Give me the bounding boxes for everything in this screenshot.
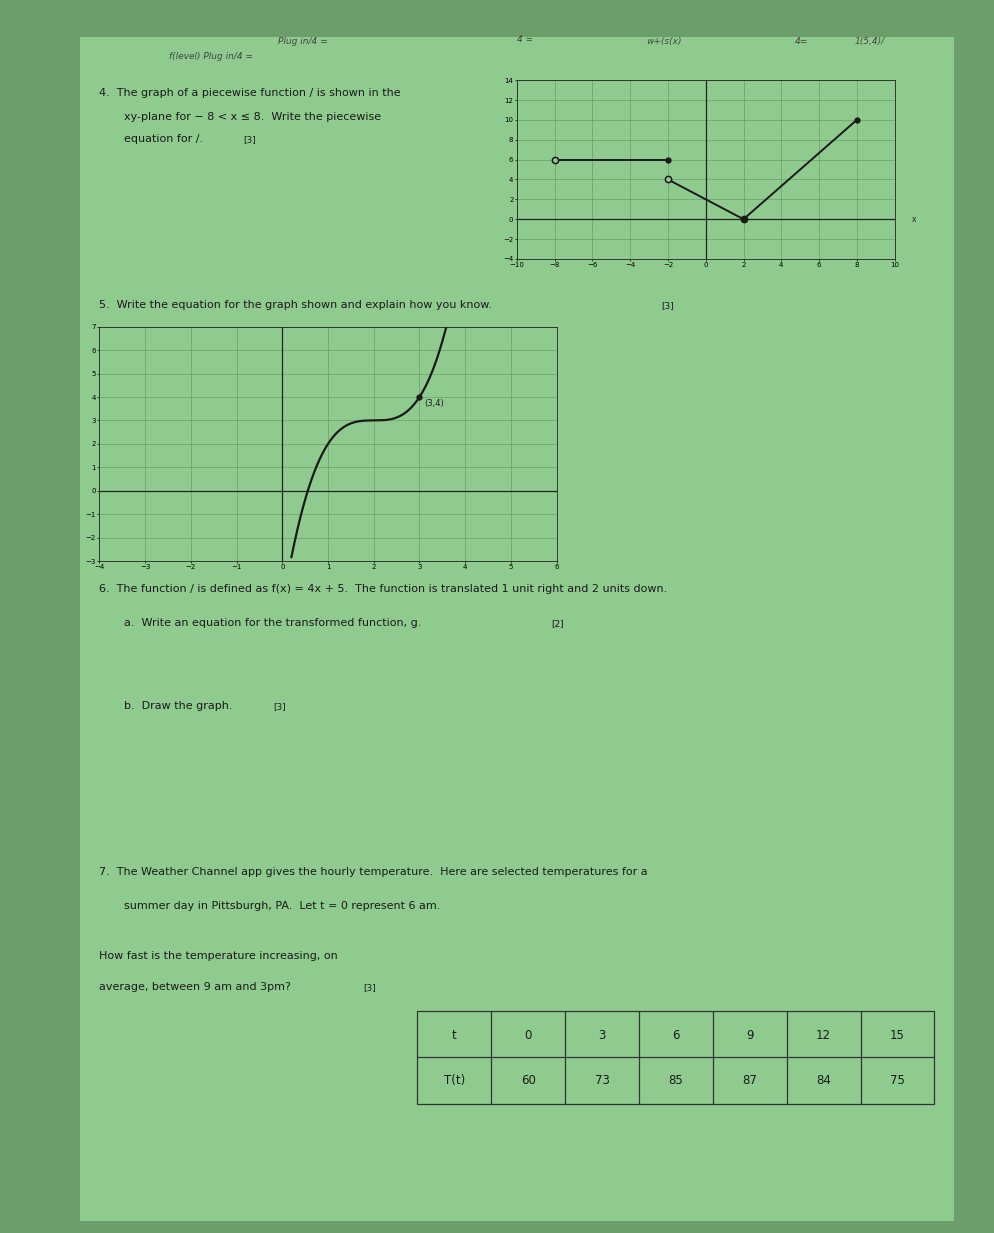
Text: 12: 12 (816, 1028, 831, 1042)
Text: 6.  The function / is defined as f(x) = 4x + 5.  The function is translated 1 un: 6. The function / is defined as f(x) = 4… (99, 584, 668, 594)
Text: 1(5,4)/: 1(5,4)/ (855, 37, 885, 47)
Text: [3]: [3] (661, 301, 674, 311)
Text: 4 =: 4 = (517, 35, 533, 44)
Text: equation for /.: equation for /. (124, 134, 204, 144)
Text: f(level) Plug in/4 =: f(level) Plug in/4 = (169, 52, 253, 62)
Text: a.  Write an equation for the transformed function, g.: a. Write an equation for the transformed… (124, 619, 421, 629)
Text: [2]: [2] (552, 619, 565, 629)
Text: 87: 87 (743, 1074, 757, 1088)
Text: 3: 3 (598, 1028, 605, 1042)
Text: b.  Draw the graph.: b. Draw the graph. (124, 702, 233, 711)
Text: 6: 6 (672, 1028, 680, 1042)
Text: 4.  The graph of a piecewise function / is shown in the: 4. The graph of a piecewise function / i… (99, 89, 401, 99)
Text: [3]: [3] (363, 983, 376, 993)
Text: x: x (911, 216, 916, 224)
Text: xy-plane for − 8 < x ≤ 8.  Write the piecewise: xy-plane for − 8 < x ≤ 8. Write the piec… (124, 112, 382, 122)
Text: T(t): T(t) (443, 1074, 465, 1088)
Text: 7.  The Weather Channel app gives the hourly temperature.  Here are selected tem: 7. The Weather Channel app gives the hou… (99, 868, 648, 878)
Text: 60: 60 (521, 1074, 536, 1088)
Text: 15: 15 (890, 1028, 905, 1042)
Text: 0: 0 (525, 1028, 532, 1042)
Text: w+(s(x): w+(s(x) (646, 37, 682, 47)
Text: 75: 75 (890, 1074, 905, 1088)
Text: 84: 84 (816, 1074, 831, 1088)
Text: 5.  Write the equation for the graph shown and explain how you know.: 5. Write the equation for the graph show… (99, 301, 492, 311)
Text: summer day in Pittsburgh, PA.  Let t = 0 represent 6 am.: summer day in Pittsburgh, PA. Let t = 0 … (124, 901, 440, 911)
Text: How fast is the temperature increasing, on: How fast is the temperature increasing, … (99, 952, 338, 962)
Text: t: t (452, 1028, 457, 1042)
Text: 85: 85 (669, 1074, 683, 1088)
Text: [3]: [3] (244, 134, 256, 144)
Text: (3,4): (3,4) (424, 399, 443, 408)
Text: [3]: [3] (273, 702, 286, 711)
Text: average, between 9 am and 3pm?: average, between 9 am and 3pm? (99, 983, 291, 993)
Text: 73: 73 (594, 1074, 609, 1088)
Text: 9: 9 (746, 1028, 753, 1042)
Text: Plug in/4 =: Plug in/4 = (278, 37, 328, 47)
Text: 4=: 4= (795, 37, 808, 47)
